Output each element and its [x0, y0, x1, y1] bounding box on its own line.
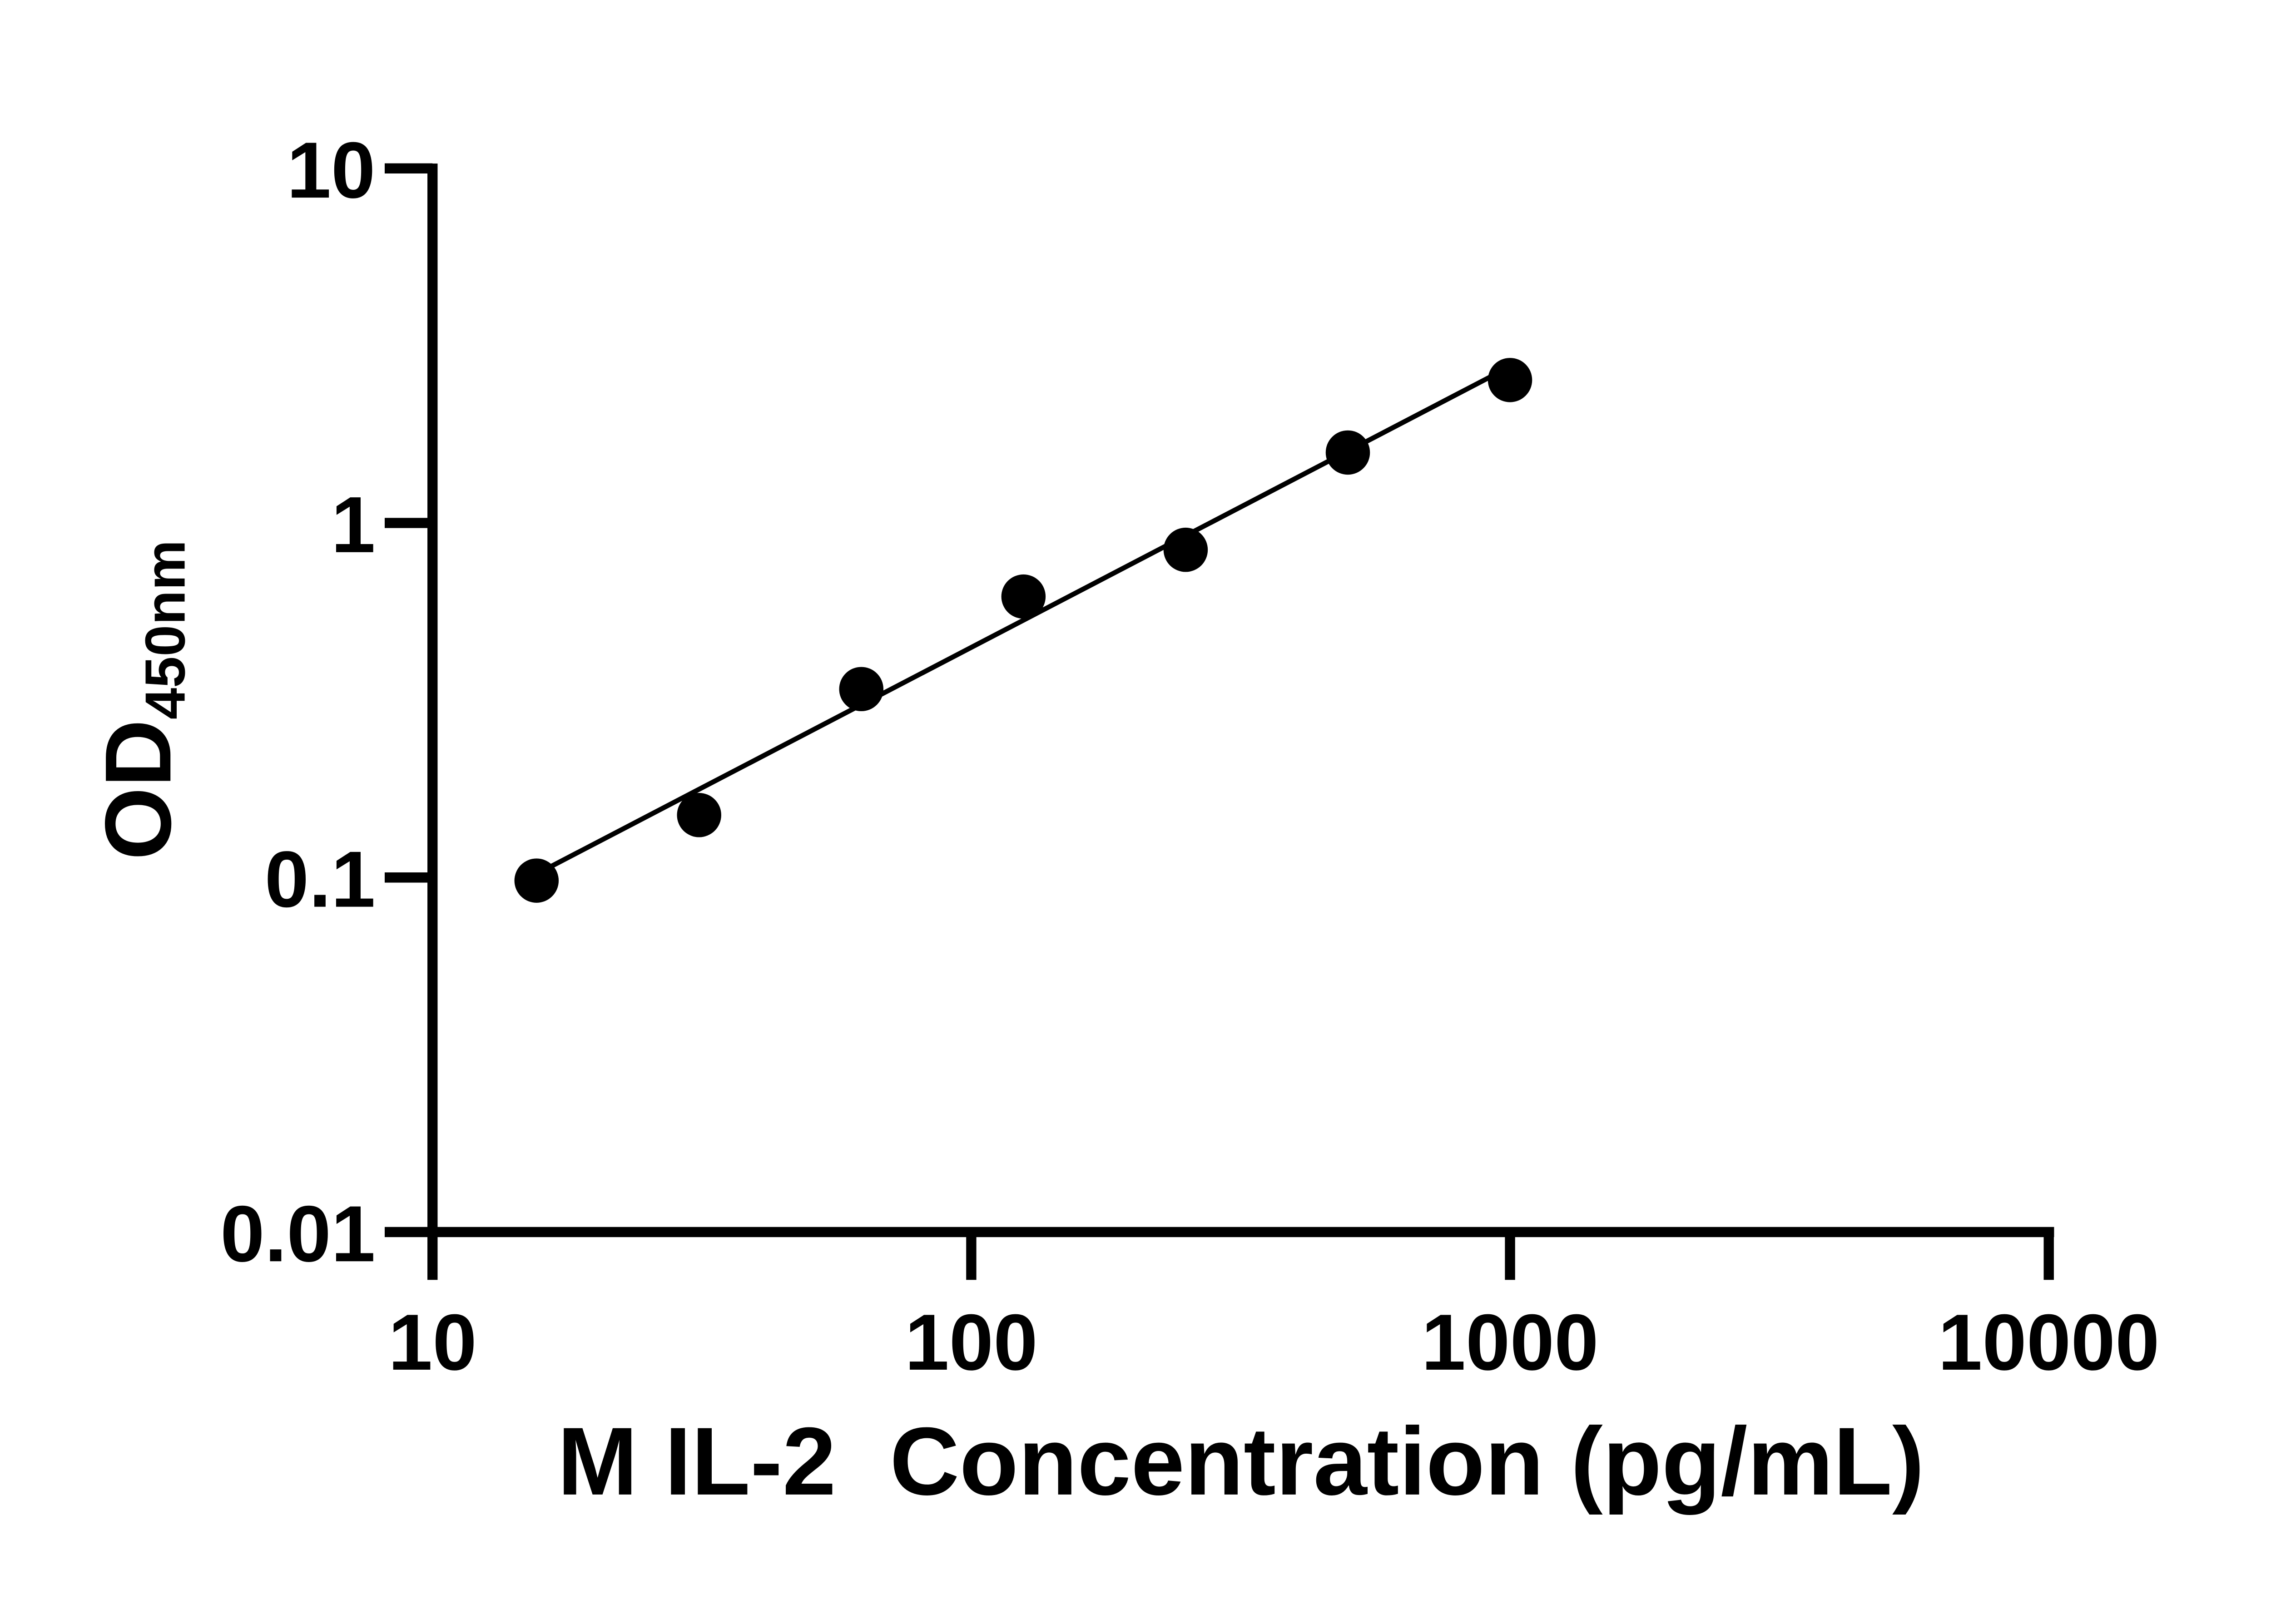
- standard-curve-series: [514, 358, 1532, 903]
- data-point: [514, 858, 559, 903]
- data-point: [839, 667, 884, 712]
- y-tick-label: 10: [287, 126, 375, 215]
- y-tick-label: 1: [331, 480, 376, 569]
- x-axis-tick-labels: 10 100 1000 10000: [388, 1298, 2160, 1387]
- x-axis-title: M IL-2 Concentration (pg/mL): [557, 1408, 1924, 1515]
- plot-background: [0, 20, 2271, 1604]
- y-axis-title-main: OD: [85, 719, 190, 860]
- x-tick-label: 100: [905, 1298, 1038, 1387]
- y-axis-title: OD450nm: [85, 540, 197, 860]
- y-tick-label: 0.1: [265, 835, 376, 924]
- x-tick-label: 10000: [1938, 1298, 2160, 1387]
- data-point: [677, 793, 721, 837]
- data-point: [1325, 430, 1370, 475]
- y-axis-title-subscript: 450nm: [134, 540, 197, 719]
- x-axis-ticks: [427, 1232, 2054, 1280]
- y-tick-label: 0.01: [220, 1189, 375, 1278]
- data-point: [1488, 358, 1532, 402]
- y-axis-ticks: [384, 163, 433, 1238]
- data-point: [1001, 574, 1046, 619]
- axes: [427, 163, 2054, 1238]
- x-tick-label: 1000: [1421, 1298, 1598, 1387]
- x-tick-label: 10: [388, 1298, 477, 1387]
- y-axis-tick-labels: 10 1 0.1 0.01: [220, 126, 375, 1278]
- data-point: [1163, 527, 1208, 572]
